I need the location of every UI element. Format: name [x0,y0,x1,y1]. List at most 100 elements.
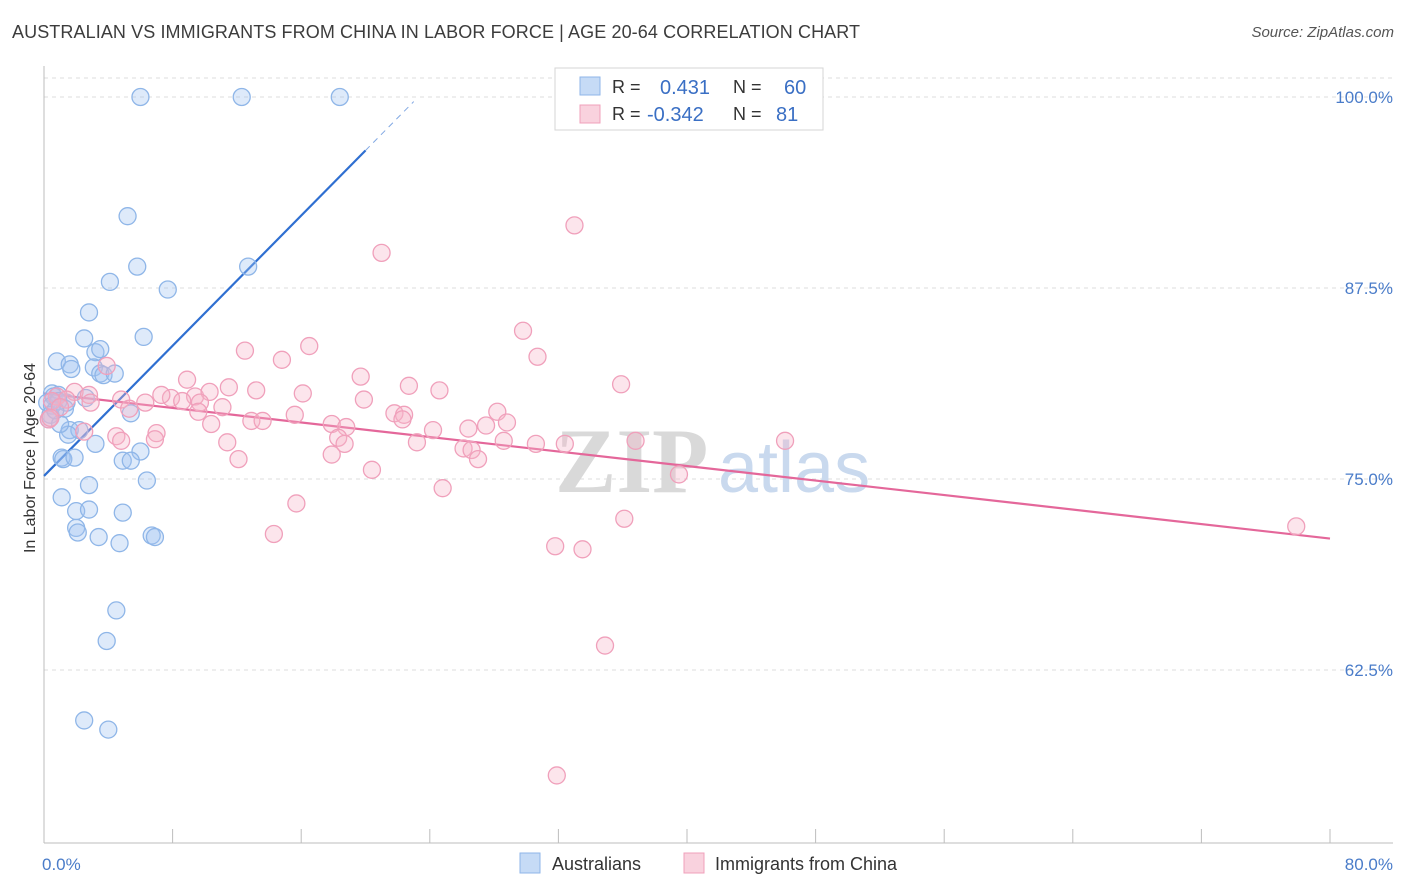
bottom-legend: Australians Immigrants from China [519,852,898,874]
watermark: ZIP atlas [555,410,870,512]
data-point [497,413,517,432]
data-point [89,527,108,547]
data-point [476,416,496,435]
data-point [626,431,645,450]
data-point [79,303,99,322]
legend-r-value-1: 0.431 [660,77,710,99]
source-label: Source: ZipAtlas.com [1251,24,1394,41]
bottom-legend-china: Immigrants from China [715,854,898,874]
bottom-legend-swatch-australians [519,852,541,874]
data-point [107,601,126,620]
data-point [372,243,391,263]
legend-n-label-2: N = [733,104,762,124]
data-point [362,460,382,479]
data-point [99,720,118,739]
data-point [62,359,81,379]
data-point [232,87,251,107]
legend-r-value-2: -0.342 [647,104,704,126]
data-point [118,207,137,226]
data-point [669,465,689,484]
data-point [134,327,153,347]
trend-line [43,149,367,477]
x-tick-label: 0.0% [42,855,81,874]
data-point [253,411,272,431]
data-point [399,376,419,395]
data-point [91,339,110,359]
chart-title: AUSTRALIAN VS IMMIGRANTS FROM CHINA IN L… [12,22,861,42]
data-point [615,509,634,528]
data-point [173,391,192,411]
data-point [219,378,239,397]
data-point [264,524,284,544]
trend-line [43,392,1331,540]
data-point [79,500,99,519]
data-point [393,410,412,429]
bottom-legend-australians: Australians [552,854,641,874]
data-point [459,419,478,438]
data-point [239,257,258,276]
data-point [81,393,100,412]
grid [44,77,1393,671]
data-point [145,527,165,547]
data-point [430,381,449,400]
data-point [218,433,237,452]
legend-box: R = 0.431 N = 60 R = -0.342 N = 81 [554,67,824,131]
legend-r-label-2: R = [612,104,641,124]
data-point [354,390,374,409]
data-point [177,370,197,389]
data-point [112,431,131,450]
data-point [235,341,255,360]
data-point [462,440,481,460]
data-point [611,375,631,394]
data-point [547,766,566,785]
data-point [97,356,116,376]
data-point [136,393,155,412]
data-point [229,449,248,469]
data-point [75,329,94,348]
data-point [52,488,71,507]
data-point [202,414,221,434]
data-point [573,540,592,559]
data-point [75,711,94,730]
data-point [287,494,306,513]
data-point [65,448,84,467]
data-point [565,216,584,235]
data-point [137,471,157,490]
data-point [145,430,165,449]
legend-n-label-1: N = [733,77,762,97]
y-tick-label: 87.5% [1345,279,1393,298]
data-point [113,503,132,522]
data-point [555,434,574,454]
y-tick-label: 100.0% [1335,88,1393,107]
data-point [68,523,87,542]
y-tick-label: 62.5% [1345,661,1393,680]
data-point [79,385,99,405]
y-axis-label: In Labor Force | Age 20-64 [22,363,39,553]
data-point [190,393,210,412]
legend-swatch-australians [579,76,601,96]
data-point [407,433,427,452]
legend-n-value-1: 60 [784,77,806,99]
data-point [528,347,547,366]
data-point [272,350,292,369]
data-point [513,321,533,340]
data-point [433,479,452,498]
data-point [494,431,513,450]
data-point [147,424,166,443]
data-point [213,398,232,417]
data-point [468,449,488,469]
data-point [322,445,341,464]
data-point [86,434,105,454]
data-point [285,405,304,424]
data-point [121,451,140,470]
legend-r-label-1: R = [612,77,641,97]
series-china [39,216,1306,785]
data-point [41,408,60,428]
legend-n-value-2: 81 [776,104,798,126]
watermark-zip: ZIP [555,410,708,512]
axes [43,66,1393,844]
data-point [75,422,94,441]
data-point [351,367,370,386]
data-point [330,87,349,107]
data-point [79,475,99,495]
